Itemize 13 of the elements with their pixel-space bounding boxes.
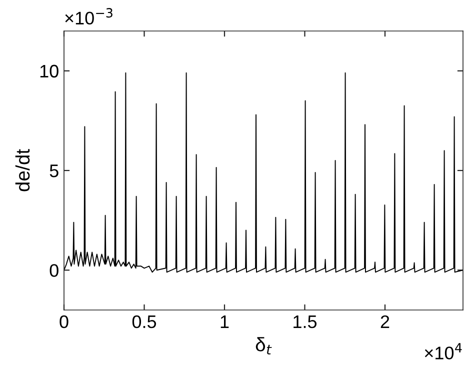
x-tick-label: 0 xyxy=(60,315,68,328)
x-axis-title: δ$_{t}$ xyxy=(256,337,272,354)
y-axis-title: de/dt xyxy=(15,149,30,192)
text: ×10$^{−3}$ xyxy=(65,8,112,25)
y-tick-label: 0 xyxy=(50,264,58,277)
x-tick-label: 2 xyxy=(380,315,390,328)
x-tick-label: 1 xyxy=(220,316,229,328)
x-tick-label: 0.5 xyxy=(132,315,156,328)
x-tick-label: 1.5 xyxy=(294,316,317,328)
y-tick-label: 5 xyxy=(50,164,58,178)
line-series xyxy=(64,72,463,273)
text: ×10$^{4}$ xyxy=(424,343,462,360)
y-tick-label: 10 xyxy=(40,64,58,78)
